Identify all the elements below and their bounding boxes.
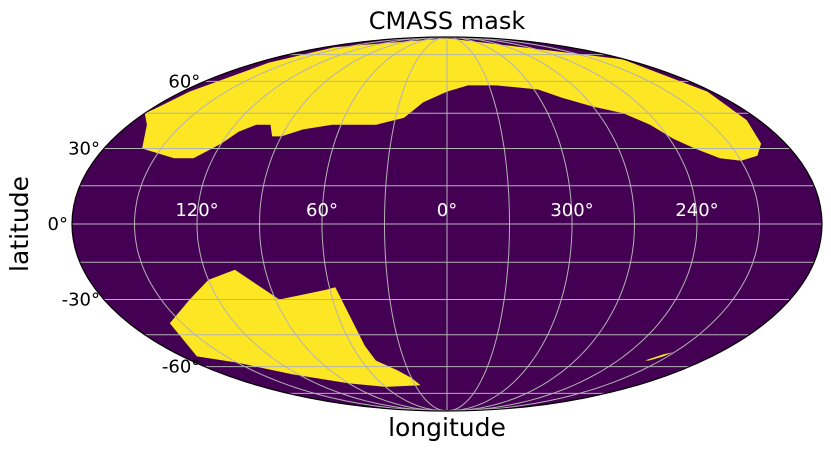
longitude-tick-label: 60° — [306, 200, 338, 221]
longitude-tick-label: 300° — [550, 200, 593, 221]
y-axis-label: latitude — [5, 176, 34, 272]
mask-region-southern-sliver — [644, 352, 673, 361]
longitude-tick-label: 240° — [675, 200, 718, 221]
latitude-tick-label: 0° — [48, 214, 68, 235]
longitude-tick-label: 0° — [437, 200, 457, 221]
latitude-tick-label: 60° — [168, 71, 200, 92]
longitude-tick-labels: 120° 60° 0° 300° 240° — [175, 200, 718, 221]
longitude-tick-label: 120° — [175, 200, 218, 221]
latitude-tick-label: 30° — [68, 139, 100, 160]
latitude-tick-label: -30° — [62, 290, 100, 311]
x-axis-label: longitude — [388, 413, 506, 442]
latitude-tick-labels: 60° 30° 0° -30° -60° — [48, 71, 201, 377]
latitude-tick-label: -60° — [162, 357, 200, 378]
mask-region-northern-cap — [142, 38, 762, 161]
graticule — [72, 37, 822, 411]
chart-title: CMASS mask — [369, 7, 526, 35]
map-outline — [71, 36, 823, 412]
